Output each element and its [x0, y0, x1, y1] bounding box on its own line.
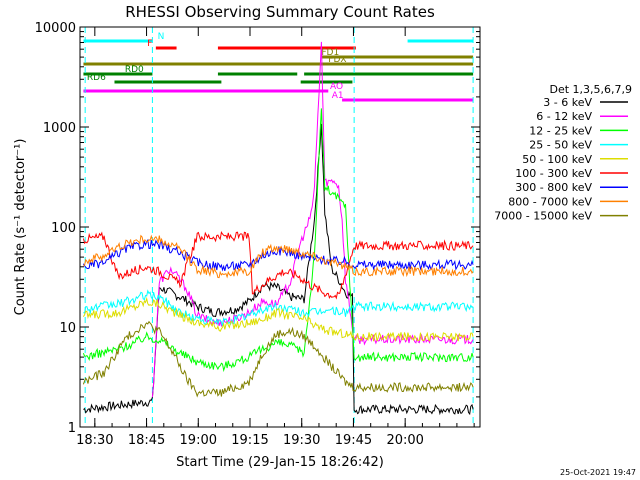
legend-label-25-50-kev: 25 - 50 keV [529, 139, 592, 152]
series-3-6-kev-line [83, 123, 474, 416]
y-tick-label-1000: 1000 [43, 121, 76, 136]
y-tick-label-1: 1 [68, 421, 76, 436]
y-tick-label-10000: 10000 [35, 21, 76, 36]
flag-ao-label: AO [330, 82, 343, 92]
legend-label-50-100-kev: 50 - 100 keV [522, 153, 592, 166]
flag-a1-label: A1 [332, 91, 344, 101]
series-300-800-kev-line [82, 238, 474, 272]
flag-n-label: N [158, 32, 165, 42]
flag-rd0-label: RD0 [125, 65, 144, 75]
plot-frame [79, 26, 481, 428]
flag-fdx-label: FDX [328, 55, 346, 65]
series-12-25-kev-line [82, 108, 474, 373]
series-7000-15000-kev-line [82, 320, 474, 398]
x-tick-label-20-00: 20:00 [386, 433, 423, 448]
x-tick-label-18-30: 18:30 [76, 433, 113, 448]
chart-title: RHESSI Observing Summary Count Rates [125, 3, 435, 21]
flag-rd6-label: RD6 [87, 73, 106, 83]
footer-timestamp: 25-Oct-2021 19:47 [560, 468, 636, 477]
x-axis: 18:30 18:45 19:00 19:15 19:30 19:45 20:00 [76, 27, 475, 448]
series-group [82, 41, 474, 416]
x-tick-label-19-15: 19:15 [231, 433, 268, 448]
y-tick-label-100: 100 [51, 221, 76, 236]
y-tick-label-10: 10 [59, 321, 76, 336]
legend-label-100-300-kev: 100 - 300 keV [515, 167, 592, 180]
y-axis-label: Count Rate (s⁻¹ detector⁻¹) [13, 139, 28, 316]
flag-fd1-label: FD1 [321, 48, 339, 58]
legend-label-800-7000-kev: 800 - 7000 keV [508, 195, 592, 208]
series-800-7000-kev-line [83, 234, 474, 279]
legend-label-3-6-kev: 3 - 6 keV [543, 96, 592, 109]
y-axis: 1 10 100 1000 10000 [35, 21, 480, 436]
flag-f-label: F [147, 39, 152, 49]
x-tick-label-19-00: 19:00 [180, 433, 217, 448]
legend-label-12-25-kev: 12 - 25 keV [529, 124, 592, 137]
series-25-50-kev-line [83, 289, 474, 327]
series-6-12-kev-line [151, 41, 474, 398]
legend-label-300-800-kev: 300 - 800 keV [515, 181, 592, 194]
x-axis-label: Start Time (29-Jan-15 18:26:42) [176, 455, 384, 470]
legend-label-7000-15000-kev: 7000 - 15000 keV [494, 210, 592, 223]
series-100-300-kev-line [82, 230, 474, 300]
series-50-100-kev-line [82, 296, 474, 342]
x-tick-label-19-45: 19:45 [335, 433, 372, 448]
x-tick-label-19-30: 19:30 [283, 433, 320, 448]
x-tick-label-18-45: 18:45 [128, 433, 165, 448]
saa-lines [84, 27, 474, 427]
legend-label-6-12-kev: 6 - 12 keV [536, 110, 592, 123]
legend-title: Det 1,3,5,6,7,9 [549, 83, 632, 96]
